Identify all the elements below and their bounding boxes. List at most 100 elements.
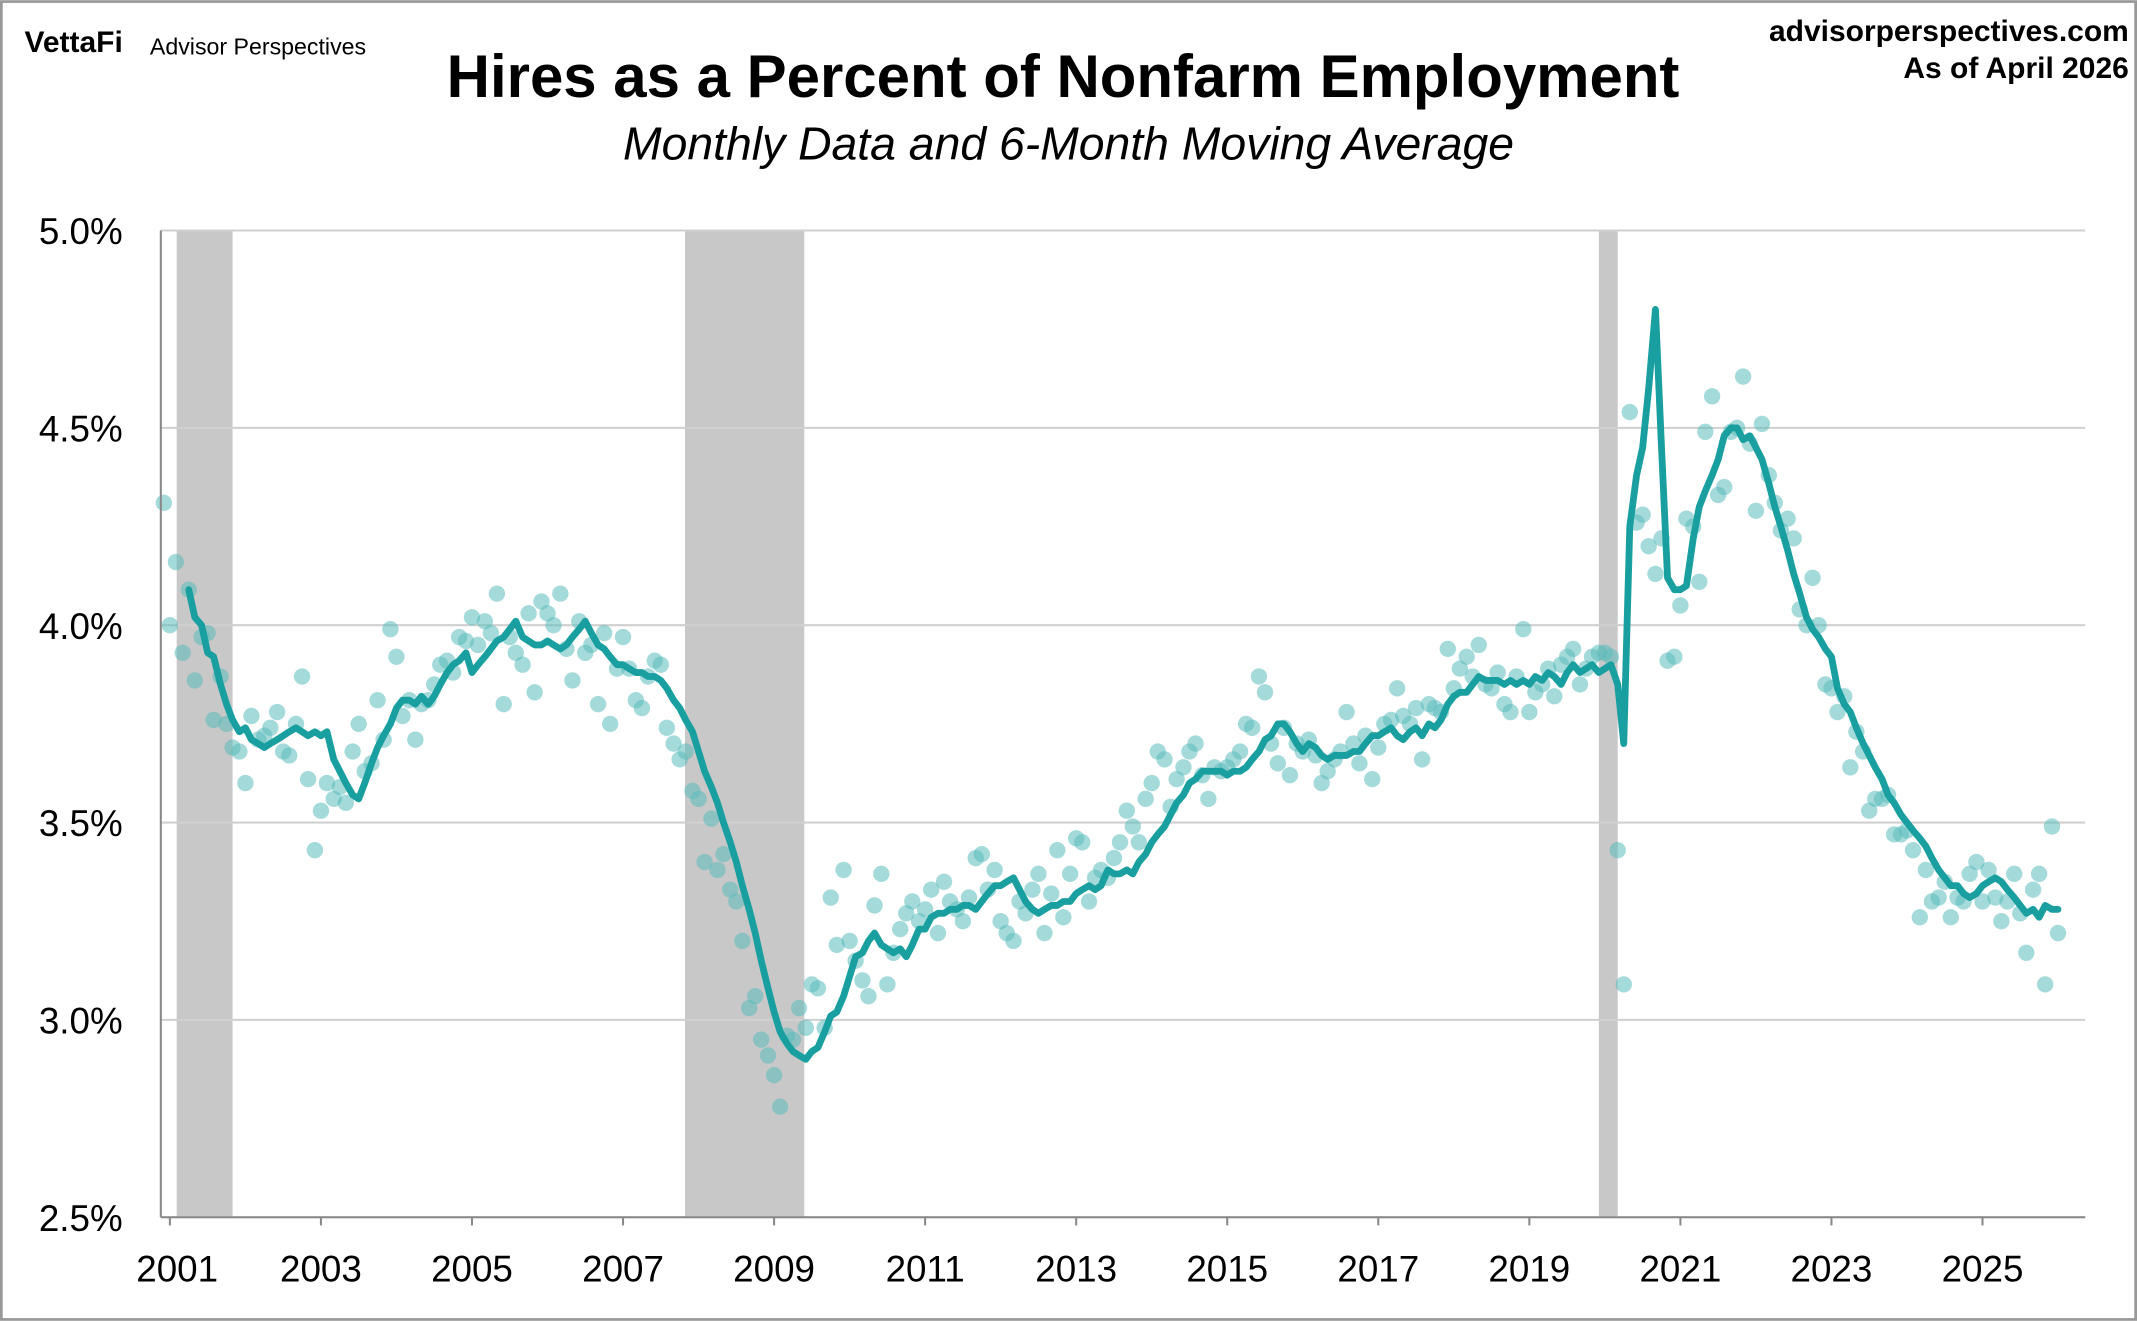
data-point [1615,976,1632,993]
data-point [809,980,827,997]
data-point [822,889,839,906]
data-point [1137,790,1154,808]
data-point [1130,834,1148,851]
data-point [1256,684,1274,701]
data-point [155,494,173,512]
data-point [828,936,845,954]
data-point [1370,739,1387,756]
data-point [1105,849,1123,867]
data-point [1111,834,1129,851]
data-point [1942,909,1959,926]
data-point [709,861,726,879]
recession-band [1598,230,1618,1218]
data-point [1716,478,1733,496]
data-point [1564,640,1582,658]
data-point [2043,818,2061,835]
data-point [734,932,751,950]
data-point [1980,861,1997,879]
data-point [1269,755,1287,772]
recession-bands [176,230,1618,1218]
data-point [1364,770,1381,788]
data-point [1785,530,1802,547]
data-point [892,920,909,938]
data-point [652,656,669,673]
data-point [1338,703,1355,721]
data-point [344,743,361,760]
data-point [696,853,713,871]
data-point [369,692,386,709]
data-point [281,747,298,764]
data-point [1703,388,1721,405]
data-point [1319,763,1336,780]
data-point [1143,774,1160,792]
data-point [860,988,877,1005]
data-point [552,585,569,602]
data-point [293,668,311,685]
data-point [205,711,222,729]
data-point [306,841,324,859]
data-point [954,913,972,930]
data-point [665,735,682,752]
data-point [299,770,317,788]
y-tick-label: 4.0% [39,606,123,647]
data-point [1968,853,1985,871]
data-point [1118,802,1135,819]
data-point [1602,648,1620,665]
data-point [1993,913,2010,930]
site: advisorperspectives.com [1769,15,2129,48]
data-point [841,932,858,950]
data-point [1388,680,1406,697]
data-point [715,845,732,863]
data-point [835,861,852,879]
logo: VettaFi [25,26,123,59]
data-point [1168,770,1185,788]
data-point [753,1031,770,1048]
data-point [1281,767,1299,784]
data-point [765,1066,783,1084]
x-tick-label: 2001 [136,1248,218,1289]
data-point [1666,648,1683,665]
data-point [1961,865,1978,883]
data-point [1829,703,1846,721]
data-point [929,924,947,942]
data-point [589,695,607,713]
data-point [1049,841,1066,859]
data-point [1734,368,1752,385]
data-point [633,699,651,717]
data-point [174,644,191,662]
data-point [564,672,581,689]
x-tick-label: 2011 [886,1248,965,1289]
data-point [1571,676,1589,693]
data-point [595,624,613,642]
data-point [231,743,248,760]
data-point [1024,881,1041,898]
data-point [1546,688,1563,705]
data-point [1672,597,1689,614]
data-point [1156,751,1173,768]
data-point [677,743,694,760]
data-point [186,672,203,689]
data-point [790,999,808,1017]
x-tick-label: 2005 [431,1248,513,1289]
chart-subtitle: Monthly Data and 6-Month Moving Average [623,118,1514,170]
data-point [1413,751,1431,768]
chart-title: Hires as a Percent of Nonfarm Employment [447,43,1680,110]
data-point [1175,759,1192,776]
data-point [1351,755,1368,772]
data-point [1521,703,1538,721]
data-point [1609,841,1626,859]
data-point [1124,818,1142,835]
data-point [469,636,487,654]
data-point [873,865,890,883]
data-point [1917,861,1935,879]
data-point [1647,565,1664,583]
data-point [1470,636,1487,654]
x-tick-label: 2019 [1488,1248,1570,1289]
data-point [879,976,896,993]
data-point [1974,893,1991,910]
data-point [1451,660,1469,677]
data-point [973,845,990,863]
data-point [1691,573,1708,590]
data-point [1697,423,1714,440]
